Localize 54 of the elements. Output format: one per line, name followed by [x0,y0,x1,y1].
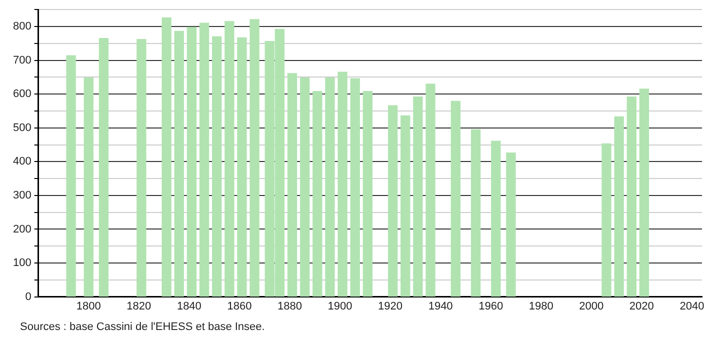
y-tick-label: 400 [12,156,32,168]
x-tick-label: 1820 [126,300,152,312]
bar [450,100,460,297]
x-tick-label: 2000 [579,300,604,312]
bar [639,88,650,297]
x-tick-label: 1980 [528,300,554,312]
bar [300,78,310,297]
bar [224,21,234,297]
bar [602,143,612,297]
bar [413,96,423,297]
bar [362,91,372,297]
bar [350,78,360,297]
bar [162,17,172,297]
bar [66,55,76,297]
bar [199,22,210,297]
bar [626,96,636,297]
y-tick-label: 100 [12,257,32,270]
x-tick-label: 2040 [680,300,704,312]
bar [506,152,516,297]
bar [338,72,348,297]
y-tick-label: 0 [25,290,32,303]
bar [426,84,436,297]
source-note: Sources : base Cassini de l'EHESS et base Insee. [20,321,265,333]
bar [136,39,146,297]
y-tick-label: 800 [12,20,32,33]
y-tick-label: 300 [12,189,32,202]
bar [186,26,197,297]
bar [174,30,184,297]
x-tick-label: 1920 [378,300,403,312]
y-tick-label: 500 [12,122,32,134]
x-tick-label: 1840 [176,300,202,312]
bar [388,105,398,297]
x-tick-label: 1860 [227,300,252,312]
x-tick-label: 1800 [76,300,101,312]
y-tick-label: 200 [12,223,32,236]
bar [614,116,624,297]
x-tick-label: 1940 [428,300,453,312]
x-tick-label: 1880 [277,300,302,312]
bar [470,129,481,297]
bar [237,37,247,297]
bar [250,19,260,297]
bar [98,38,109,297]
y-tick-label: 600 [12,88,32,100]
bar [400,115,410,297]
x-tick-label: 2020 [629,300,654,312]
bar [84,78,94,297]
bar [491,140,501,297]
bar [287,73,298,297]
y-tick-label: 700 [12,54,32,66]
x-tick-label: 1960 [478,300,504,312]
x-tick-label: 1900 [328,300,352,312]
bar [212,36,222,297]
bar [325,78,335,297]
bar [312,91,322,297]
